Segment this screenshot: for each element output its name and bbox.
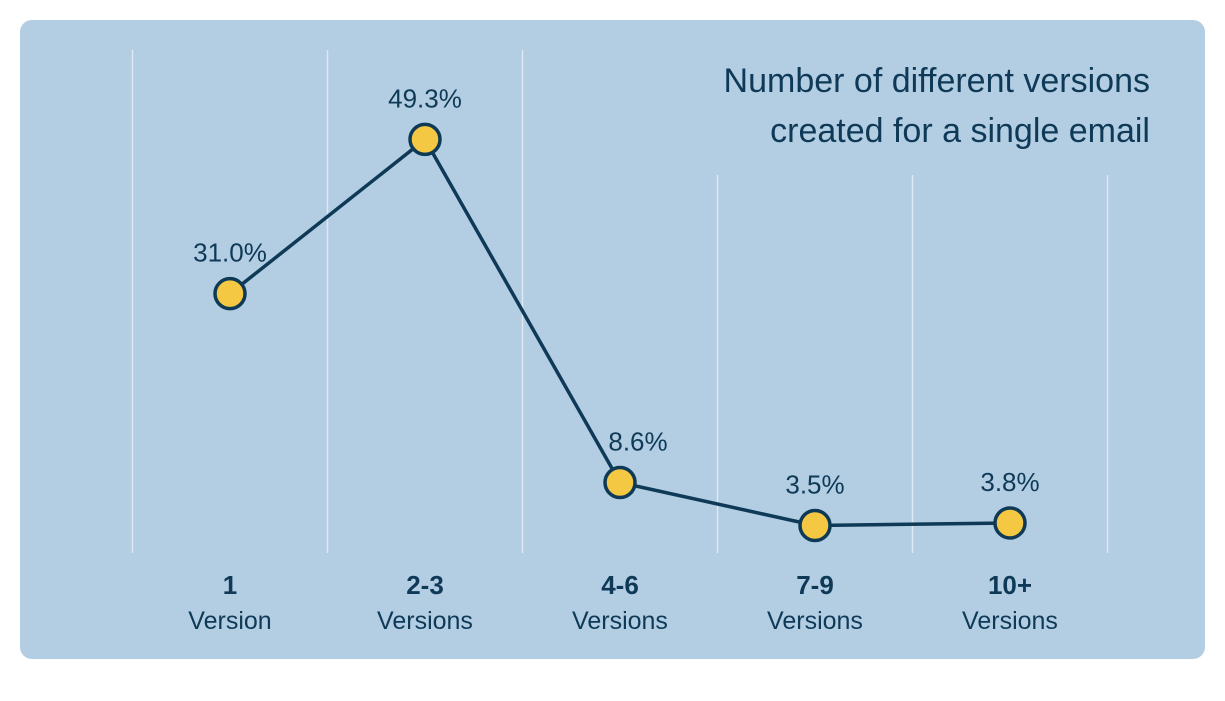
line-chart: Number of different versions created for… bbox=[20, 20, 1205, 659]
x-tick-label: 10+ bbox=[988, 570, 1032, 600]
data-point bbox=[213, 276, 247, 311]
x-axis-labels: 1 Version 2-3 Versions 4-6 Versions 7-9 Version… bbox=[188, 570, 1058, 635]
data-label: 49.3% bbox=[388, 83, 462, 113]
data-label: 3.5% bbox=[785, 469, 844, 499]
x-tick-sublabel: Versions bbox=[377, 607, 473, 635]
data-points bbox=[213, 122, 1027, 543]
x-tick-label: 2-3 bbox=[406, 570, 444, 600]
data-point bbox=[408, 122, 442, 157]
x-tick-label: 1 bbox=[223, 570, 237, 600]
x-tick-sublabel: Versions bbox=[572, 607, 668, 635]
chart-card: Number of different versions created for… bbox=[20, 20, 1205, 659]
data-point bbox=[603, 465, 637, 500]
data-label: 31.0% bbox=[193, 238, 267, 268]
chart-title-line-1: Number of different versions bbox=[724, 62, 1150, 100]
x-tick-sublabel: Version bbox=[188, 607, 271, 635]
chart-title: Number of different versions created for… bbox=[724, 62, 1150, 150]
data-labels: 31.0% 49.3% 8.6% 3.5% 3.8% bbox=[193, 83, 1040, 499]
chart-title-line-2: created for a single email bbox=[770, 112, 1150, 150]
data-label: 3.8% bbox=[980, 467, 1039, 497]
x-tick-sublabel: Versions bbox=[962, 607, 1058, 635]
data-point bbox=[798, 508, 832, 543]
x-tick-label: 7-9 bbox=[796, 570, 834, 600]
data-label: 8.6% bbox=[608, 427, 667, 457]
x-tick-label: 4-6 bbox=[601, 570, 639, 600]
data-point bbox=[993, 506, 1027, 540]
chart-background bbox=[20, 20, 1205, 659]
x-tick-sublabel: Versions bbox=[767, 607, 863, 635]
gridlines bbox=[131, 50, 1109, 553]
